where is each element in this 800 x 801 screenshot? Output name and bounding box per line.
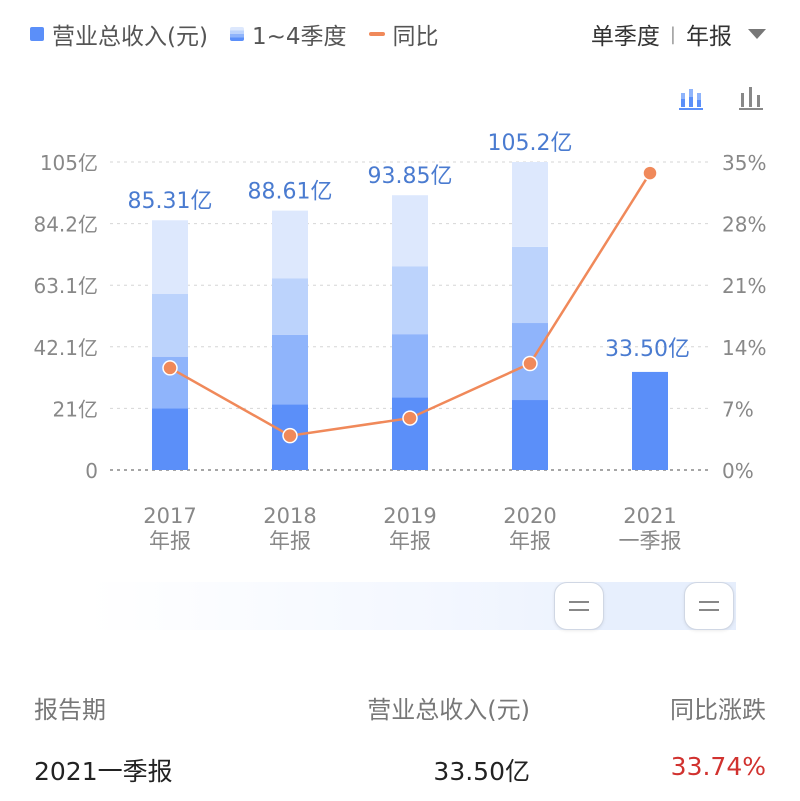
data-table: 报告期 营业总收入(元) 同比涨跌 2021一季报 33.50亿 33.74% bbox=[0, 680, 800, 798]
y-left-tick-label: 84.2亿 bbox=[33, 213, 98, 237]
bar-segment bbox=[152, 408, 188, 470]
annual-option[interactable]: 年报 bbox=[686, 24, 732, 50]
y-left-tick-label: 42.1亿 bbox=[33, 336, 98, 360]
legend-swatch-quarters bbox=[229, 27, 244, 41]
bar-segment bbox=[392, 195, 428, 267]
x-tick-label: 一季报 bbox=[619, 529, 682, 553]
y-left-tick-label: 0 bbox=[85, 459, 98, 483]
x-tick-label: 年报 bbox=[509, 529, 551, 553]
drag-handle-icon[interactable] bbox=[554, 582, 604, 630]
bar-value-label: 33.50亿 bbox=[605, 337, 690, 362]
bar-chart-icon[interactable] bbox=[738, 84, 764, 110]
header-revenue: 营业总收入(元) bbox=[367, 696, 530, 724]
period-switch: 单季度 | 年报 bbox=[591, 14, 766, 54]
bar-segment bbox=[392, 397, 428, 470]
y-right-tick-label: 14% bbox=[722, 336, 766, 360]
x-tick-label: 2018 bbox=[263, 504, 316, 528]
x-tick-label: 年报 bbox=[269, 529, 311, 553]
y-right-tick-label: 35% bbox=[722, 151, 766, 175]
bar-value-label: 93.85亿 bbox=[368, 164, 453, 189]
range-slider[interactable] bbox=[88, 578, 736, 634]
bar-value-label: 85.31亿 bbox=[128, 189, 213, 214]
legend-item-quarters[interactable]: 1~4季度 bbox=[229, 17, 347, 51]
revenue-chart: 0 0% 21亿 7% 42.1亿 14% 63.1亿 21% 84.2亿 28% 105亿 35% 8… bbox=[33, 131, 766, 553]
x-tick-label: 2019 bbox=[383, 504, 436, 528]
x-tick-label: 2021 bbox=[623, 504, 676, 528]
chart-legend: 营业总收入(元) 1~4季度 同比 bbox=[30, 14, 439, 54]
legend-label-total: 营业总收入(元) bbox=[52, 24, 208, 50]
table-header: 报告期 营业总收入(元) 同比涨跌 bbox=[0, 680, 800, 736]
bar-segment bbox=[272, 334, 308, 405]
yoy-point bbox=[402, 410, 418, 426]
legend-label-yoy: 同比 bbox=[392, 24, 439, 50]
bar-value-label: 88.61亿 bbox=[248, 180, 333, 205]
chevron-down-icon[interactable] bbox=[748, 29, 766, 39]
cell-revenue: 33.50亿 bbox=[433, 757, 530, 786]
drag-handle-icon[interactable] bbox=[684, 582, 734, 630]
chart-type-toggle bbox=[678, 84, 764, 110]
y-left-tick-label: 21亿 bbox=[53, 397, 98, 421]
stacked-bar-chart-icon[interactable] bbox=[678, 84, 704, 110]
cell-yoy: 33.74% bbox=[670, 752, 766, 781]
legend-label-quarters: 1~4季度 bbox=[251, 24, 347, 50]
header-period: 报告期 bbox=[34, 696, 106, 724]
table-row[interactable]: 2021一季报 33.50亿 33.74% bbox=[0, 742, 800, 798]
bar-segment bbox=[512, 162, 548, 247]
cell-period: 2021一季报 bbox=[34, 757, 173, 786]
y-left-tick-label: 105亿 bbox=[40, 151, 98, 175]
bar-segment bbox=[152, 293, 188, 357]
x-tick-label: 2017 bbox=[143, 504, 196, 528]
legend-swatch-total bbox=[30, 27, 44, 41]
legend-swatch-yoy bbox=[368, 32, 385, 36]
bar-segment bbox=[392, 334, 428, 398]
legend-item-total[interactable]: 营业总收入(元) bbox=[30, 17, 208, 51]
bar-segment bbox=[512, 400, 548, 470]
x-tick-label: 2020 bbox=[503, 504, 556, 528]
bar-segment bbox=[272, 278, 308, 335]
y-left-tick-label: 63.1亿 bbox=[33, 274, 98, 298]
quarter-option[interactable]: 单季度 bbox=[590, 24, 660, 50]
yoy-point bbox=[642, 165, 658, 181]
legend-item-yoy[interactable]: 同比 bbox=[368, 17, 439, 51]
yoy-point bbox=[522, 355, 538, 372]
header-yoy: 同比涨跌 bbox=[670, 696, 766, 724]
y-right-tick-label: 21% bbox=[722, 274, 766, 298]
bar-segment bbox=[152, 220, 188, 294]
bar-segment bbox=[512, 246, 548, 324]
yoy-point bbox=[282, 427, 298, 444]
yoy-point bbox=[162, 360, 178, 376]
x-tick-label: 年报 bbox=[389, 529, 431, 553]
y-right-tick-label: 7% bbox=[722, 397, 754, 421]
bar-segment bbox=[392, 266, 428, 335]
bar-segment bbox=[272, 210, 308, 279]
bar-value-label: 105.2亿 bbox=[488, 131, 573, 156]
y-right-tick-label: 0% bbox=[722, 459, 754, 483]
y-right-tick-label: 28% bbox=[722, 213, 766, 237]
period-separator: | bbox=[669, 23, 676, 45]
bar-segment bbox=[632, 371, 668, 470]
x-tick-label: 年报 bbox=[149, 529, 191, 553]
